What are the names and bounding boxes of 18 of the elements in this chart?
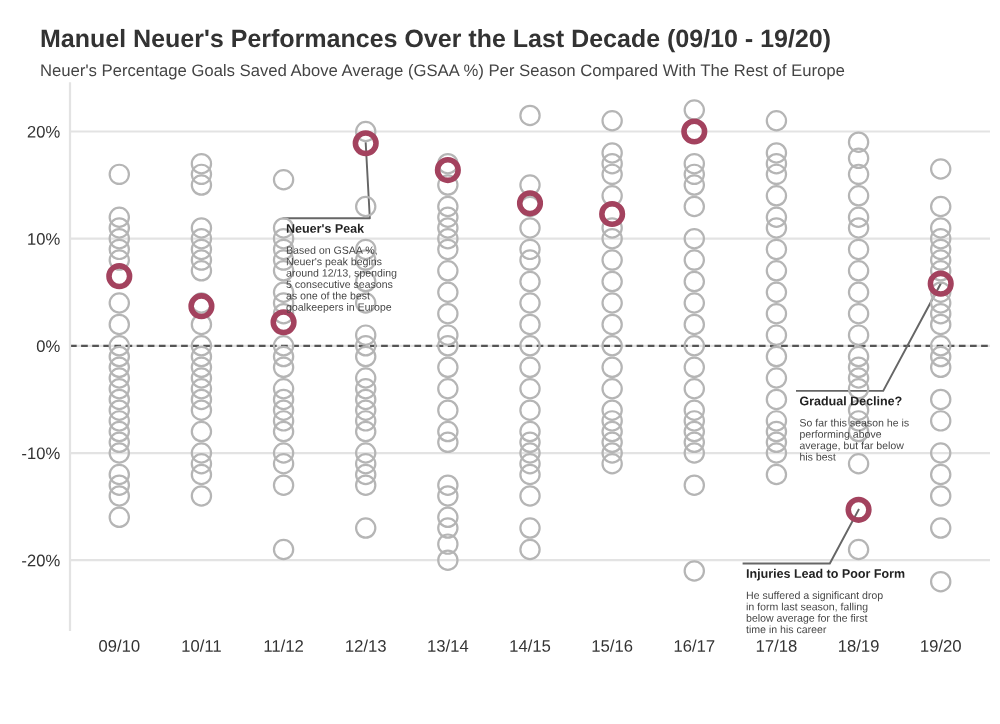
y-tick-label: 20% <box>27 125 60 138</box>
x-tick-label: 15/16 <box>592 639 633 652</box>
x-tick-label: 09/10 <box>99 639 140 652</box>
x-tick-label: 17/18 <box>756 639 797 652</box>
x-tick-label: 13/14 <box>428 639 469 652</box>
y-tick-label: -10% <box>22 447 60 460</box>
x-tick-label: 16/17 <box>674 639 715 652</box>
y-tick-label: 0% <box>36 340 60 353</box>
x-tick-label: 18/19 <box>838 639 879 652</box>
x-tick-label: 11/12 <box>264 639 303 652</box>
chart-subtitle: Neuer's Percentage Goals Saved Above Average (GSAA %) Per Season Compared With The Rest of Europe <box>41 63 845 80</box>
chart-title: Manuel Neuer's Performances Over the Last Decade (09/10 - 19/20) <box>41 28 830 53</box>
x-tick-label: 12/13 <box>346 639 386 652</box>
x-tick-label: 10/11 <box>182 639 221 652</box>
y-tick-label: -20% <box>22 554 60 567</box>
x-tick-label: 14/15 <box>510 639 551 652</box>
x-tick-label: 19/20 <box>921 639 961 652</box>
y-tick-label: 10% <box>28 233 60 245</box>
